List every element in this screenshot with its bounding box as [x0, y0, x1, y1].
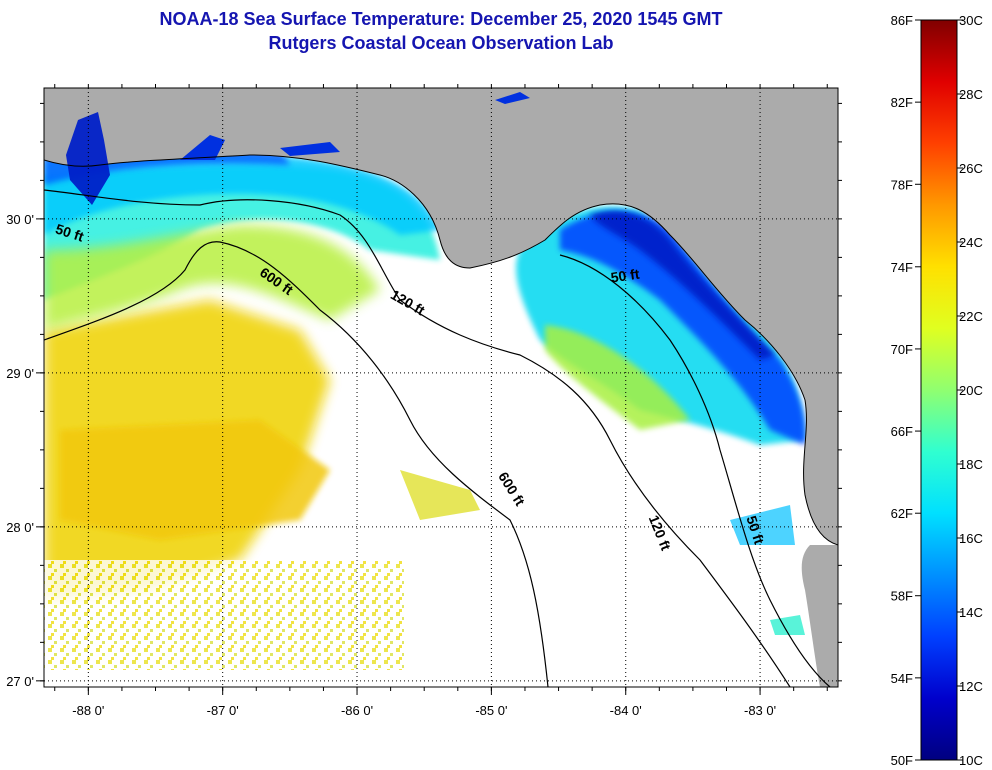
lon-tick-label: -88 0' [72, 703, 104, 718]
colorbar-celsius-label: 18C [959, 457, 983, 472]
colorbar-fahrenheit-label: 66F [891, 424, 913, 439]
colorbar-celsius-label: 30C [959, 13, 983, 28]
colorbar-fahrenheit-label: 54F [891, 671, 913, 686]
map-frame [43, 87, 839, 688]
colorbar-celsius-label: 12C [959, 679, 983, 694]
coastline [44, 154, 838, 546]
colorbar [920, 19, 958, 761]
lat-tick-label: 27 0' [6, 674, 34, 689]
contour-50-120ft [44, 189, 791, 687]
lat-tick-label: 29 0' [6, 366, 34, 381]
axis-ticks [36, 84, 842, 695]
map-grid [44, 88, 838, 687]
lon-tick-label: -85 0' [475, 703, 507, 718]
contour-600ft [44, 241, 549, 687]
contour-label: 50 ft [610, 266, 641, 286]
sst-field [44, 142, 806, 670]
colorbar-celsius-label: 22C [959, 309, 983, 324]
lon-tick-label: -84 0' [610, 703, 642, 718]
colorbar-celsius-label: 28C [959, 87, 983, 102]
colorbar-celsius-label: 26C [959, 161, 983, 176]
colorbar-fahrenheit-label: 50F [891, 753, 913, 768]
colorbar-fahrenheit-label: 74F [891, 260, 913, 275]
lat-tick-label: 30 0' [6, 212, 34, 227]
contour-50ft-east [559, 254, 831, 687]
colorbar-fahrenheit-label: 62F [891, 506, 913, 521]
land-mass [44, 88, 838, 687]
map-subtitle: Rutgers Coastal Ocean Observation Lab [268, 33, 614, 53]
map-title: NOAA-18 Sea Surface Temperature: Decembe… [159, 9, 723, 29]
axis-labels: -88 0' -87 0' -86 0' -85 0' -84 0' -83 0' 30 0… [6, 212, 776, 718]
colorbar-celsius-label: 14C [959, 605, 983, 620]
colorbar-celsius-label: 16C [959, 531, 983, 546]
colorbar-ticks [915, 19, 963, 761]
colorbar-fahrenheit-label: 86F [891, 13, 913, 28]
colorbar-fahrenheit-label: 82F [891, 95, 913, 110]
colorbar-fahrenheit-label: 58F [891, 589, 913, 604]
colorbar-fahrenheit-label: 78F [891, 177, 913, 192]
colorbar-fahrenheit-label: 70F [891, 342, 913, 357]
colorbar-celsius-label: 20C [959, 383, 983, 398]
colorbar-celsius-label: 24C [959, 235, 983, 250]
colorbar-celsius-label: 10C [959, 753, 983, 768]
lon-tick-label: -86 0' [341, 703, 373, 718]
lon-tick-label: -87 0' [207, 703, 239, 718]
lon-tick-label: -83 0' [744, 703, 776, 718]
colorbar-labels: 86F 82F 78F 74F 70F 66F 62F 58F 54F 50F 30C 28C 26C 2… [891, 13, 983, 768]
lat-tick-label: 28 0' [6, 520, 34, 535]
